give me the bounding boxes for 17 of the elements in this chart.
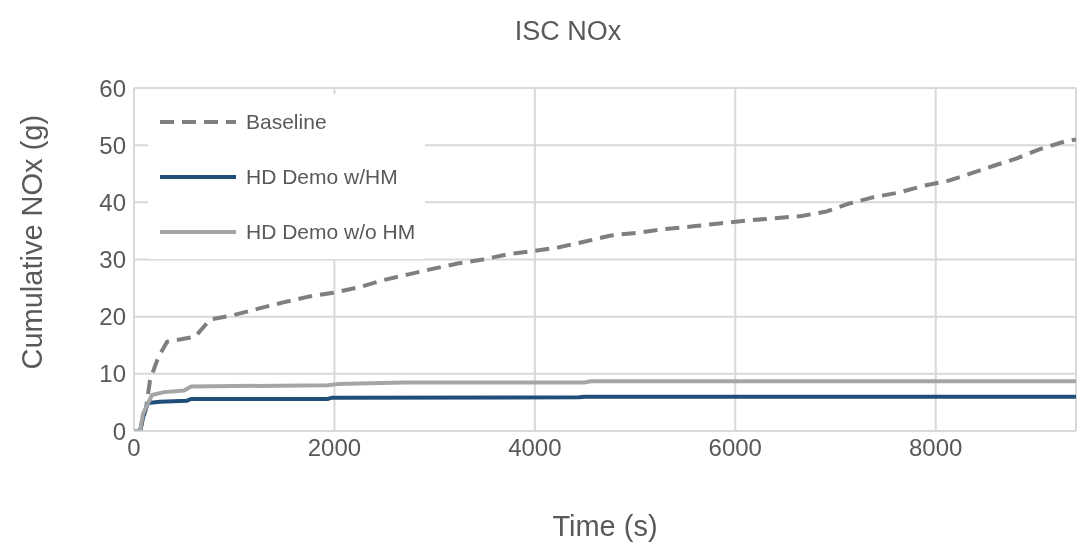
x-tick-label: 8000 [909, 434, 963, 462]
y-tick-label: 20 [99, 303, 126, 331]
x-tick-label: 6000 [708, 434, 762, 462]
x-tick-label: 4000 [508, 434, 562, 462]
x-axis-title: Time (s) [552, 510, 658, 542]
y-tick-label: 40 [99, 188, 126, 216]
chart-title: ISC NOx [513, 16, 623, 47]
y-tick-label: 10 [99, 360, 126, 388]
y-tick-label: 60 [99, 74, 126, 102]
x-tick-label: 2000 [307, 434, 362, 462]
y-tick-label: 50 [99, 131, 126, 159]
legend-label: HD Demo w/o HM [246, 219, 416, 244]
y-tick-label: 30 [99, 246, 126, 274]
legend-label: Baseline [246, 109, 327, 134]
y-tick-label: 0 [112, 417, 126, 445]
legend-label: HD Demo w/HM [246, 164, 398, 189]
y-axis-title: Cumulative NOx (g) [16, 114, 49, 370]
